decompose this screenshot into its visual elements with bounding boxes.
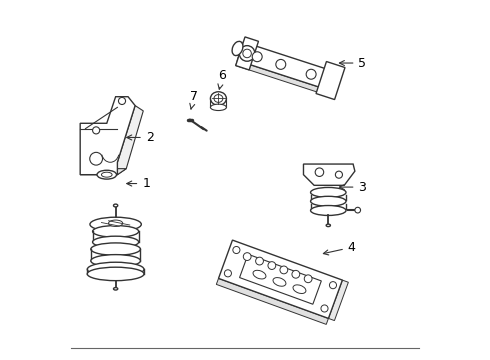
Ellipse shape (293, 285, 306, 293)
Circle shape (268, 262, 276, 269)
Text: 6: 6 (218, 69, 226, 89)
Ellipse shape (311, 188, 346, 197)
Polygon shape (303, 164, 355, 185)
Polygon shape (118, 105, 143, 175)
Ellipse shape (97, 170, 117, 179)
Circle shape (244, 253, 251, 261)
Ellipse shape (232, 41, 243, 55)
Ellipse shape (87, 267, 144, 281)
Circle shape (90, 152, 102, 165)
Polygon shape (80, 97, 135, 175)
Ellipse shape (93, 236, 139, 248)
Text: 7: 7 (190, 90, 198, 109)
Ellipse shape (91, 243, 141, 255)
Circle shape (355, 207, 361, 213)
Ellipse shape (114, 204, 118, 207)
Text: 1: 1 (127, 177, 150, 190)
Circle shape (93, 127, 99, 134)
Circle shape (239, 46, 255, 61)
Ellipse shape (273, 278, 286, 286)
Circle shape (119, 98, 125, 104)
Circle shape (252, 52, 262, 62)
Ellipse shape (326, 224, 330, 226)
Text: 5: 5 (340, 57, 367, 69)
Text: 2: 2 (127, 131, 154, 144)
Circle shape (321, 305, 328, 312)
Polygon shape (316, 62, 345, 100)
Polygon shape (236, 37, 259, 70)
Text: 4: 4 (323, 241, 356, 255)
Polygon shape (237, 42, 338, 91)
Polygon shape (219, 240, 343, 318)
Ellipse shape (311, 206, 346, 215)
Ellipse shape (101, 172, 112, 177)
Ellipse shape (109, 220, 122, 226)
Ellipse shape (90, 217, 141, 231)
Polygon shape (217, 278, 328, 324)
Ellipse shape (210, 104, 226, 111)
Ellipse shape (210, 92, 226, 105)
Ellipse shape (87, 262, 144, 276)
Polygon shape (240, 254, 321, 304)
Ellipse shape (214, 95, 223, 102)
Ellipse shape (93, 226, 139, 237)
Circle shape (233, 247, 240, 253)
Polygon shape (328, 280, 348, 321)
Circle shape (256, 257, 264, 265)
Ellipse shape (311, 196, 346, 206)
Circle shape (315, 168, 324, 176)
Circle shape (306, 69, 316, 79)
Ellipse shape (253, 270, 266, 279)
Polygon shape (236, 60, 332, 96)
Circle shape (304, 275, 312, 283)
Text: 3: 3 (340, 181, 367, 194)
Ellipse shape (91, 255, 141, 267)
Circle shape (276, 59, 286, 69)
Circle shape (280, 266, 288, 274)
Polygon shape (80, 168, 126, 175)
Circle shape (224, 270, 231, 277)
Circle shape (335, 171, 343, 178)
Circle shape (243, 49, 251, 58)
Circle shape (292, 270, 300, 278)
Circle shape (329, 282, 337, 289)
Ellipse shape (114, 288, 118, 290)
